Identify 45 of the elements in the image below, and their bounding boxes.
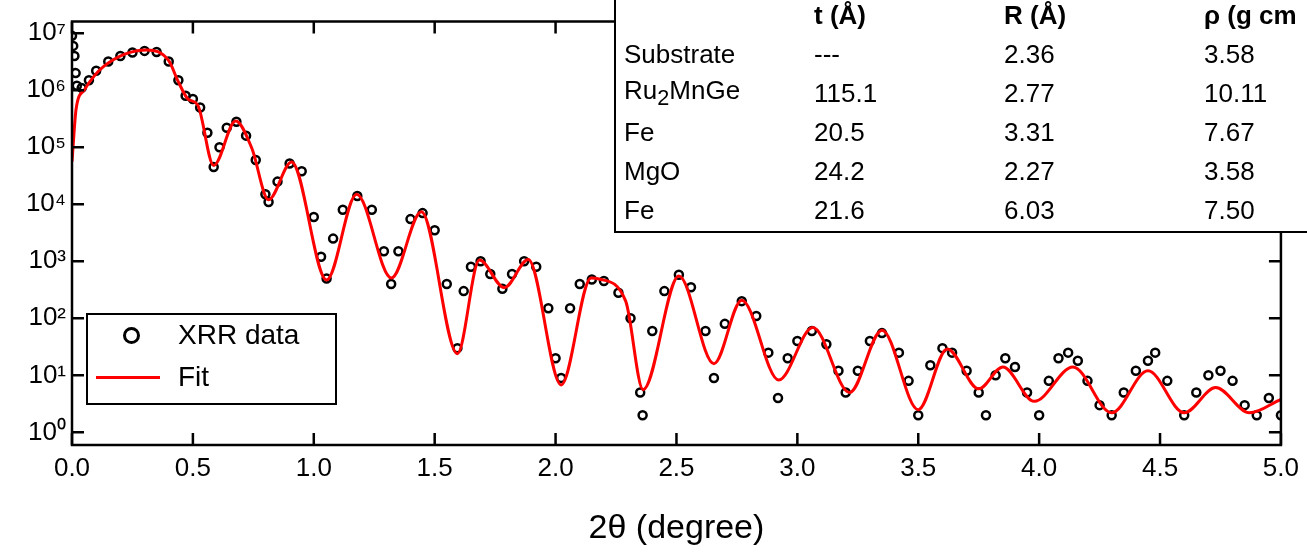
annotation: 6.03 [1004,195,1056,226]
annotation: 10.11 [1204,78,1269,109]
annotation: 21.6 [814,195,866,226]
legend-label: XRR data [178,319,300,351]
annotation: Fe [624,117,656,148]
x-tick-label: 1.5 [416,451,453,482]
y-tick-label: 10⁵ [26,130,66,161]
annotation: 7.50 [1204,195,1256,226]
x-tick-label: 3.5 [900,451,937,482]
annotation: --- [814,39,841,70]
y-tick-label: 10⁶ [26,73,66,104]
y-tick-label: 10² [28,301,67,332]
annotation: 115.1 [814,78,879,109]
annotation: Substrate [624,39,737,70]
annotation: 20.5 [814,117,866,148]
x-tick-label: 4.0 [1021,451,1058,482]
y-tick-label: 10⁰ [28,415,66,446]
annotation: ρ (g cm [1204,0,1298,31]
annotation: t (Å) [814,0,867,31]
x-tick-label: 4.5 [1141,451,1179,482]
annotation: R (Å) [1004,0,1068,31]
annotation: 3.31 [1004,117,1056,148]
annotation: MgO [624,156,682,187]
annotation: 2.77 [1004,78,1056,109]
annotation: 7.67 [1204,117,1256,148]
annotation: 3.58 [1204,156,1256,187]
x-tick-label: 5.0 [1262,451,1300,482]
x-tick-label: 2.5 [658,451,695,482]
y-tick-label: 10¹ [28,358,67,389]
y-tick-label: 10⁴ [25,187,66,218]
annotation: 2.36 [1004,39,1056,70]
y-tick-label: 10⁷ [27,16,66,47]
x-tick-label: 0.5 [174,451,211,482]
x-tick-label: 0.0 [53,451,91,482]
x-tick-label: 3.0 [779,451,816,482]
annotation: Ru$_{2}$MnGe [624,75,742,112]
annotation: 24.2 [814,156,866,187]
y-tick-label: 10³ [28,244,67,275]
legend-label: Fit [178,361,210,393]
annotation: 3.58 [1204,39,1256,70]
x-tick-label: 1.0 [295,451,332,482]
annotation: 2.27 [1004,156,1056,187]
x-tick-label: 2.0 [537,451,574,482]
x-axis-title: 2θ (degree) [588,506,765,545]
annotation: Fe [624,195,656,226]
